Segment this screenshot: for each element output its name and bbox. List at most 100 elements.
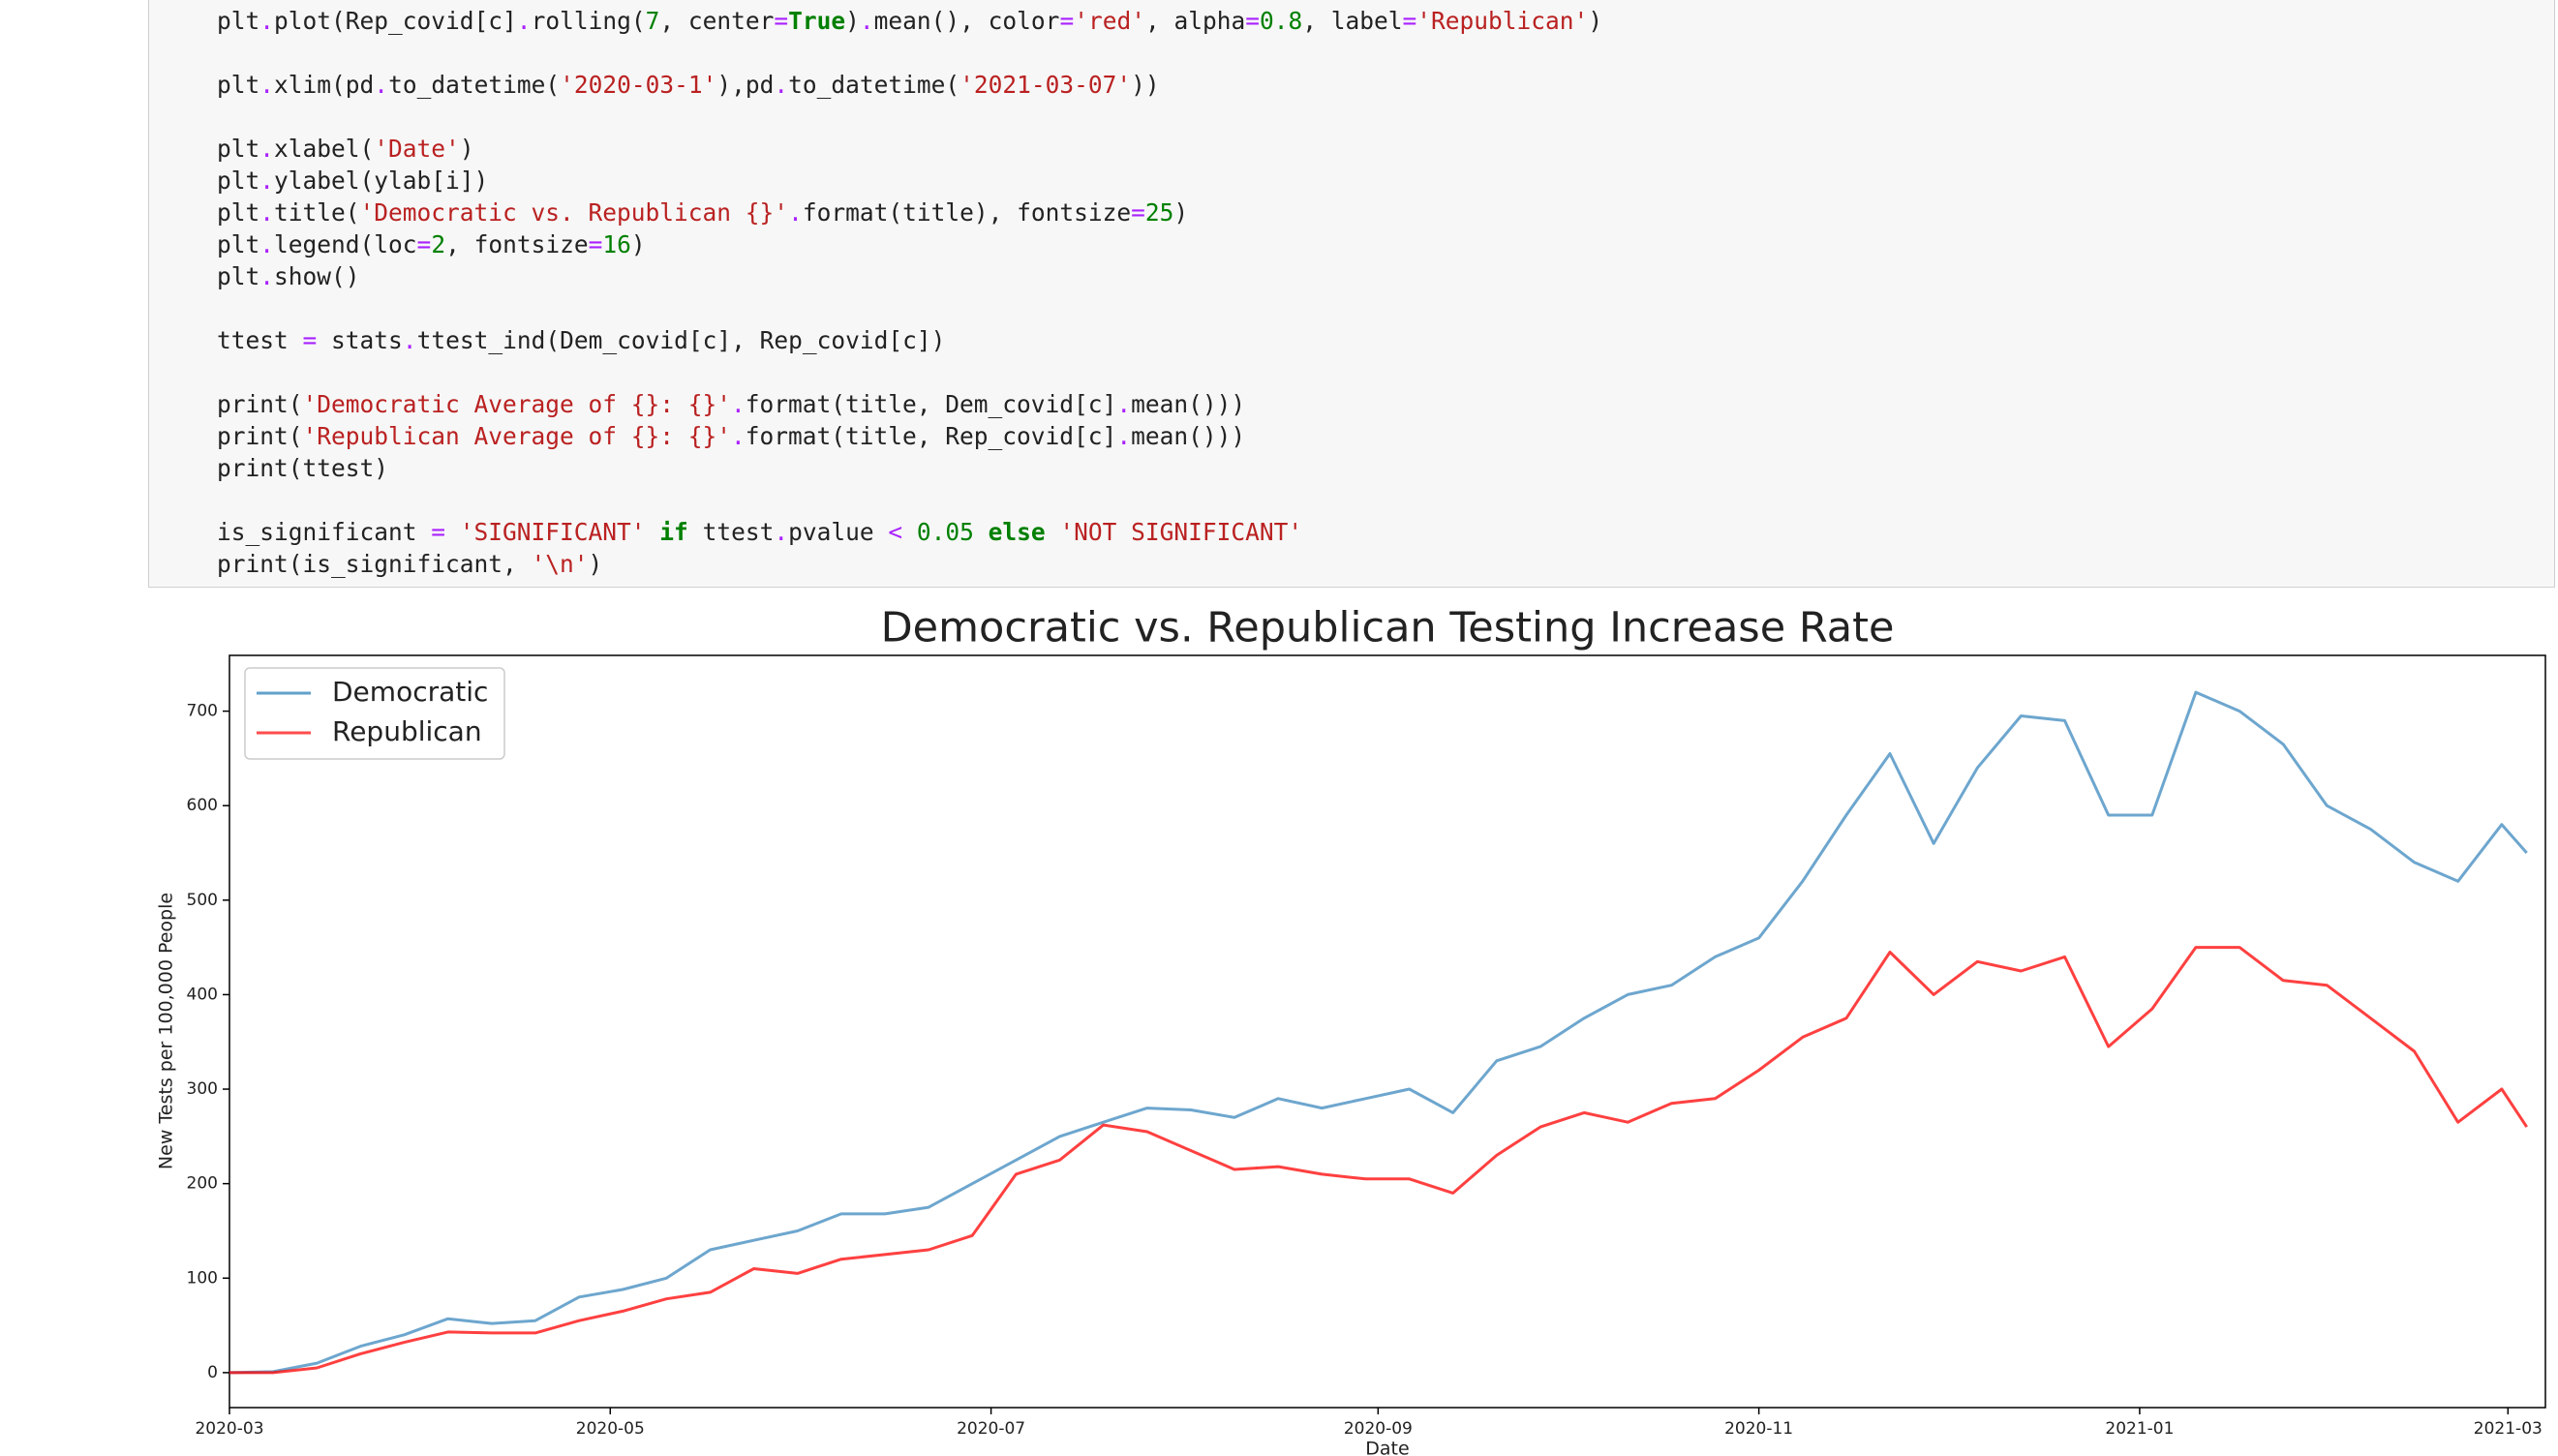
y-tick-label: 400 — [187, 985, 218, 1004]
code-token: ttest — [217, 326, 303, 354]
legend-label: Republican — [332, 715, 482, 747]
x-tick-label: 2020-07 — [957, 1419, 1025, 1439]
code-token: 7 — [645, 7, 660, 35]
y-tick-label: 0 — [207, 1363, 218, 1382]
code-line — [217, 292, 1602, 324]
code-line: print(is_significant, '\n') — [217, 548, 1602, 580]
code-token: 'Democratic vs. Republican {}' — [359, 198, 789, 227]
code-token: print( — [217, 422, 303, 450]
code-token: legend(loc — [274, 230, 417, 258]
x-tick-label: 2021-03 — [2474, 1419, 2543, 1439]
code-line: plt.legend(loc=2, fontsize=16) — [217, 228, 1602, 260]
code-token: else — [988, 518, 1046, 546]
code-line: plt.plot(Rep_covid[c].rolling(7, center=… — [217, 5, 1602, 37]
code-token: print(is_significant, — [217, 550, 532, 578]
code-token: stats — [317, 326, 403, 354]
code-token: . — [731, 422, 746, 450]
code: plt.plot(Rep_covid[c].rolling(7, center=… — [217, 5, 1602, 580]
legend: Democratic Republican — [244, 667, 505, 760]
code-token: 'red' — [1074, 7, 1145, 35]
code-token: . — [774, 71, 789, 99]
code-token: plt — [217, 262, 260, 290]
code-token: 'Republican Average of {}: {}' — [302, 422, 732, 450]
code-line — [217, 101, 1602, 133]
code-token: '\n' — [531, 550, 589, 578]
chart-title: Democratic vs. Republican Testing Increa… — [881, 604, 1895, 652]
code-token: = — [1059, 7, 1075, 35]
code-token: = — [431, 518, 446, 546]
code-token: = — [588, 230, 603, 258]
code-token: ) — [1588, 7, 1603, 35]
code-token: ) — [845, 7, 860, 35]
code-token: 'Date' — [374, 135, 460, 163]
x-tick-label: 2020-03 — [195, 1419, 263, 1439]
code-token: 'Democratic Average of {}: {}' — [302, 390, 732, 418]
code-token: , center — [659, 7, 775, 35]
code-token: . — [259, 262, 275, 290]
y-tick-label: 200 — [187, 1174, 218, 1194]
code-cell[interactable]: plt.plot(Rep_covid[c].rolling(7, center=… — [148, 0, 2555, 588]
y-tick-label: 700 — [187, 702, 218, 721]
code-token: plt — [217, 230, 260, 258]
code-token: ) — [588, 550, 603, 578]
code-token: . — [259, 71, 275, 99]
code-token: . — [516, 7, 532, 35]
code-token: . — [374, 71, 389, 99]
code-token: , fontsize — [445, 230, 589, 258]
code-token: to_datetime( — [788, 71, 960, 99]
legend-box — [244, 667, 505, 760]
code-line: print('Republican Average of {}: {}'.for… — [217, 420, 1602, 452]
code-token: 16 — [602, 230, 631, 258]
code-token: . — [1116, 390, 1132, 418]
code-line: plt.ylabel(ylab[i]) — [217, 165, 1602, 197]
legend-label: Democratic — [332, 676, 488, 708]
series-line — [228, 690, 2528, 1375]
code-token: . — [259, 135, 275, 163]
code-token: , label — [1302, 7, 1403, 35]
code-token: . — [259, 7, 275, 35]
code-line: print('Democratic Average of {}: {}'.for… — [217, 388, 1602, 420]
code-token: '2021-03-07' — [959, 71, 1132, 99]
code-token: ) — [1173, 198, 1189, 227]
code-token: 2 — [431, 230, 446, 258]
code-token: plt — [217, 167, 260, 195]
x-tick-label: 2021-01 — [2105, 1419, 2174, 1439]
code-line — [217, 356, 1602, 388]
y-tick-label: 600 — [187, 796, 218, 815]
x-tick-label: 2020-05 — [576, 1419, 645, 1439]
code-token: format(title, Rep_covid[c] — [745, 422, 1117, 450]
code-line: ttest = stats.ttest_ind(Dem_covid[c], Re… — [217, 324, 1602, 356]
code-token: . — [259, 198, 275, 227]
code-line — [217, 484, 1602, 516]
code-token: True — [788, 7, 846, 35]
code-token: plt — [217, 135, 260, 163]
code-token: = — [1402, 7, 1417, 35]
code-token: plt — [217, 198, 260, 227]
y-tick-label: 100 — [187, 1268, 218, 1288]
x-axis-label: Date — [1365, 1439, 1409, 1456]
code-line: is_significant = 'SIGNIFICANT' if ttest.… — [217, 516, 1602, 548]
plot-frame — [228, 654, 2546, 1409]
code-token: . — [788, 198, 803, 227]
code-token: = — [416, 230, 432, 258]
code-token: xlabel( — [274, 135, 375, 163]
code-token: print(ttest) — [217, 454, 389, 482]
x-tick-label: 2020-11 — [1724, 1419, 1793, 1439]
code-token: . — [731, 390, 746, 418]
code-token: = — [1245, 7, 1260, 35]
code-token: ttest — [687, 518, 775, 546]
code-token: 'NOT SIGNIFICANT' — [1045, 518, 1303, 546]
code-line: plt.show() — [217, 260, 1602, 292]
code-token: mean())) — [1131, 422, 1246, 450]
code-token: = — [302, 326, 318, 354]
code-token: 'SIGNIFICANT' — [445, 518, 660, 546]
code-token: . — [259, 230, 275, 258]
code-token: . — [859, 7, 874, 35]
code-token: 25 — [1144, 198, 1174, 227]
y-tick-label: 300 — [187, 1079, 218, 1099]
code-token: ) — [630, 230, 646, 258]
code-token: plt — [217, 71, 260, 99]
code-line: plt.xlim(pd.to_datetime('2020-03-1'),pd.… — [217, 69, 1602, 101]
